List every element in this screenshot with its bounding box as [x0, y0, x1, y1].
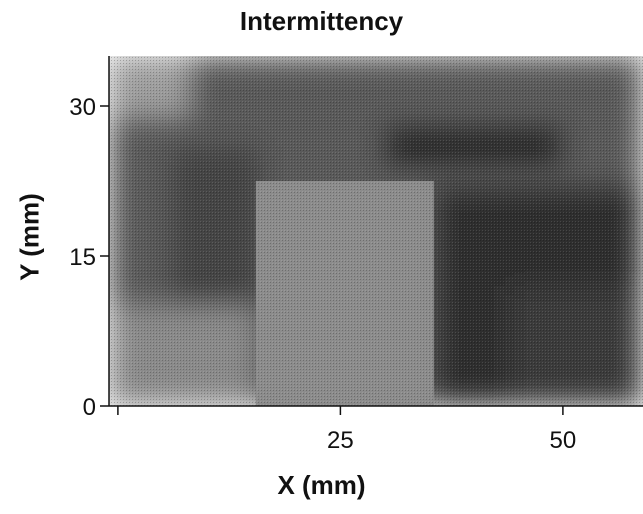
intermittency-field: [109, 56, 643, 406]
dither-overlay: [109, 56, 643, 406]
x-tick-label: 50: [550, 427, 577, 454]
y-tick-label: 0: [83, 394, 96, 421]
y-tick-label: 15: [69, 244, 96, 271]
y-tick-label: 30: [69, 94, 96, 121]
axes: 0 15 30 25 50: [69, 56, 643, 454]
x-axis-label: X (mm): [277, 470, 366, 500]
x-tick-label: 25: [327, 427, 354, 454]
chart-title: Intermittency: [239, 6, 404, 36]
